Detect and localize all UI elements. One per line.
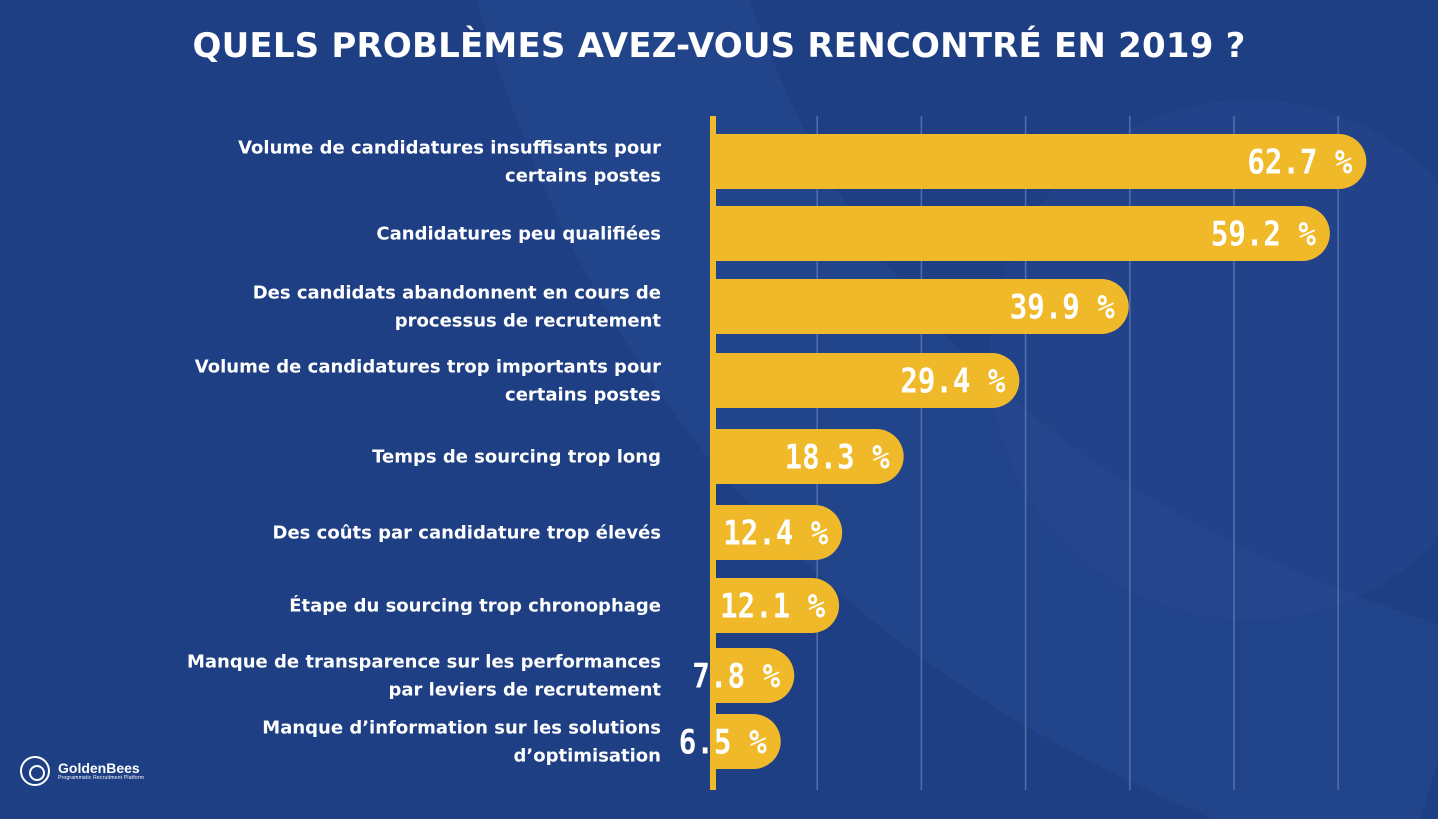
goldenbees-logo: GoldenBees Programmatic Recruitment Plat… [20, 756, 144, 786]
category-label: certains postes [505, 166, 661, 187]
value-label: 62.7 % [1247, 143, 1352, 183]
bar [713, 647, 795, 703]
bar [713, 714, 781, 769]
category-label: Étape du sourcing trop chronophage [289, 595, 661, 617]
value-label: 18.3 % [785, 438, 890, 478]
category-label: certains postes [505, 385, 661, 406]
category-label: Temps de sourcing trop long [372, 447, 661, 468]
category-label: par leviers de recrutement [388, 680, 661, 701]
value-label: 12.1 % [720, 587, 825, 627]
category-label: Manque de transparence sur les performan… [187, 652, 661, 673]
bar [713, 279, 1129, 334]
logo-name: GoldenBees [58, 759, 140, 776]
value-label: 6.5 % [679, 723, 767, 763]
value-label: 59.2 % [1211, 215, 1316, 255]
bar [713, 429, 904, 484]
category-label: Volume de candidatures insuffisants pour [238, 138, 661, 159]
category-label: processus de recrutement [395, 311, 662, 332]
category-label: Candidatures peu qualifiées [376, 224, 661, 245]
value-label: 29.4 % [900, 362, 1005, 402]
category-label: d’optimisation [514, 746, 662, 767]
chart-title: QUELS PROBLÈMES AVEZ-VOUS RENCONTRÉ EN 2… [192, 26, 1246, 66]
value-label: 7.8 % [692, 657, 780, 697]
category-label: Volume de candidatures trop importants p… [195, 357, 661, 378]
category-label: Des candidats abandonnent en cours de [253, 283, 661, 304]
bee-icon [20, 756, 50, 786]
bar [713, 206, 1330, 261]
category-labels: Volume de candidatures insuffisants pour… [187, 138, 661, 767]
bar [713, 578, 840, 633]
category-label: Manque d’information sur les solutions [262, 718, 661, 739]
value-label: 12.4 % [723, 514, 828, 554]
bar [713, 134, 1367, 189]
bar [713, 505, 843, 560]
logo-tagline: Programmatic Recruitment Platform [58, 774, 145, 781]
bars: 62.7 % 59.2 % 39.9 %29.4 %18.3 % 12.4 % 12.1… [679, 134, 1367, 769]
bar [713, 353, 1020, 408]
value-label: 39.9 % [1010, 288, 1115, 328]
category-label: Des coûts par candidature trop élevés [273, 523, 661, 544]
